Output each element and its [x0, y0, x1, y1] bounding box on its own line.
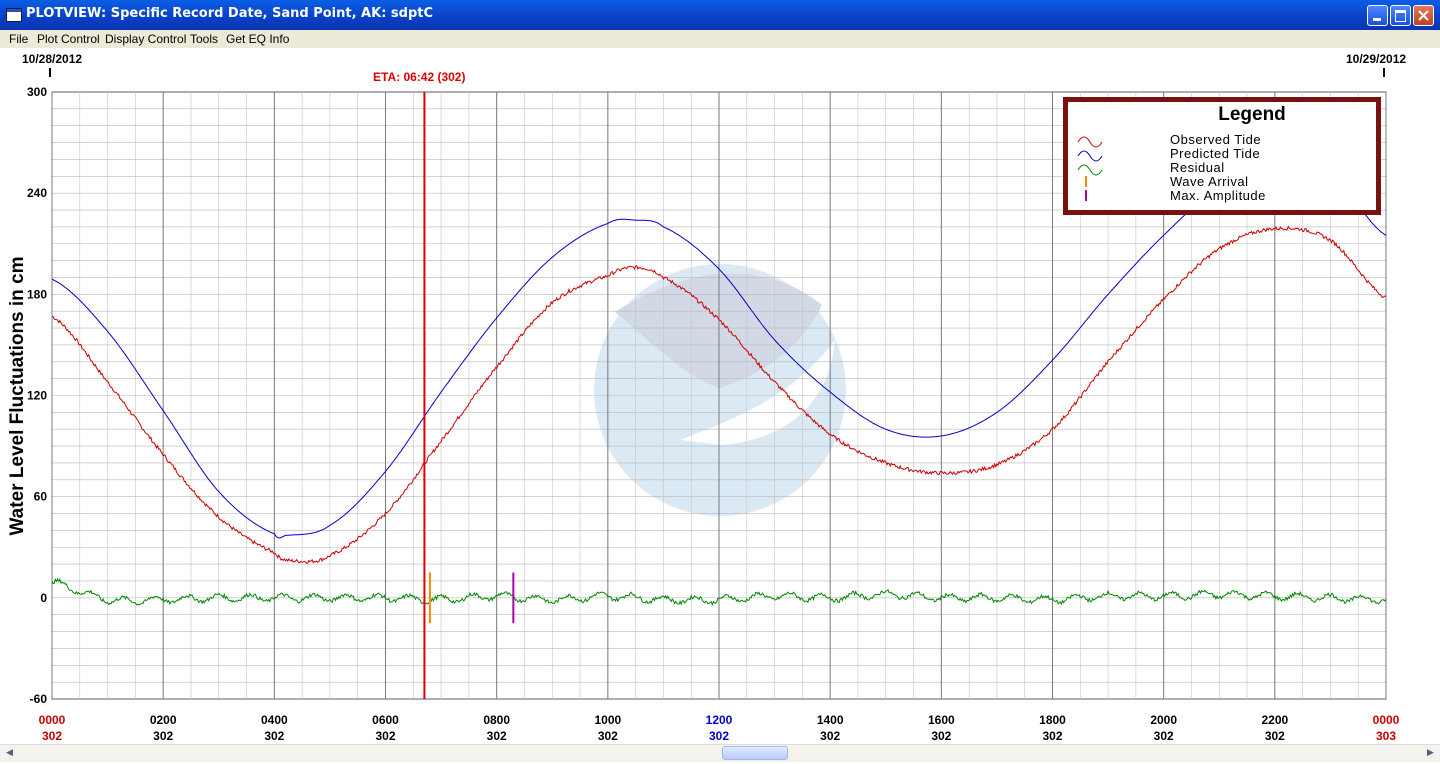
x-tick-day: 302	[375, 729, 395, 743]
x-tick-day: 302	[931, 729, 951, 743]
x-tick-hour: 1600	[928, 713, 955, 727]
legend-item-label: Max. Amplitude	[1170, 188, 1266, 203]
menu-file[interactable]: File	[9, 32, 29, 46]
x-tick-hour: 1000	[594, 713, 621, 727]
y-tick-label: 240	[27, 186, 47, 200]
x-tick-hour: 2200	[1261, 713, 1288, 727]
x-tick-hour: 0800	[483, 713, 510, 727]
x-tick-day: 302	[264, 729, 284, 743]
legend-item-label: Observed Tide	[1170, 132, 1261, 147]
window-titlebar: PLOTVIEW: Specific Record Date, Sand Poi…	[0, 0, 1440, 30]
legend-title: Legend	[1218, 104, 1286, 125]
x-tick-hour: 1800	[1039, 713, 1066, 727]
horizontal-scrollbar[interactable]: ◀ ▶	[0, 744, 1440, 762]
legend-wave-icon	[1077, 164, 1103, 176]
scroll-left-icon[interactable]: ◀	[6, 748, 13, 758]
window-title: PLOTVIEW: Specific Record Date, Sand Poi…	[26, 6, 434, 21]
x-tick-day: 302	[1265, 729, 1285, 743]
close-button[interactable]	[1413, 5, 1434, 26]
x-tick-day: 302	[487, 729, 507, 743]
y-axis: 300 240 180 120 60 0 -60	[27, 85, 47, 706]
menu-get-eq-info[interactable]: Get EQ Info	[226, 32, 290, 46]
y-tick-label: -60	[30, 692, 48, 706]
start-date-tick	[49, 68, 51, 77]
x-tick-day: 302	[598, 729, 618, 743]
x-tick-hour: 0200	[150, 713, 177, 727]
scroll-right-icon[interactable]: ▶	[1427, 748, 1434, 758]
x-tick-hour: 0000	[39, 713, 66, 727]
y-tick-label: 180	[27, 287, 47, 301]
x-tick-day: 302	[153, 729, 173, 743]
x-tick-day: 302	[1042, 729, 1062, 743]
minimize-icon	[1373, 18, 1381, 21]
menu-plot-control[interactable]: Plot Control	[37, 32, 100, 46]
eta-label: ETA: 06:42 (302)	[373, 70, 466, 84]
menu-bar: File Plot Control Display Control Tools …	[0, 30, 1440, 48]
x-tick-hour: 0400	[261, 713, 288, 727]
menu-tools[interactable]: Tools	[190, 32, 219, 46]
y-tick-label: 60	[34, 490, 48, 504]
series-residual	[51, 578, 1387, 607]
x-tick-day: 302	[709, 729, 729, 743]
legend-wave-icon	[1077, 150, 1103, 162]
x-tick-day: 302	[1154, 729, 1174, 743]
x-tick-hour: 0000	[1373, 713, 1400, 727]
y-tick-label: 300	[27, 85, 47, 99]
legend-item-label: Predicted Tide	[1170, 146, 1260, 161]
scroll-thumb[interactable]	[722, 746, 788, 760]
x-tick-hour: 1400	[817, 713, 844, 727]
legend-wave-icon	[1077, 136, 1103, 148]
x-tick-hour: 2000	[1150, 713, 1177, 727]
menu-display-control[interactable]: Display Control	[105, 32, 187, 46]
start-date-label: 10/28/2012	[22, 52, 83, 66]
legend-item-label: Wave Arrival	[1170, 174, 1248, 189]
end-date-tick	[1383, 68, 1385, 77]
maximize-icon	[1395, 10, 1406, 22]
close-icon	[1418, 10, 1429, 21]
x-tick-hour: 0600	[372, 713, 399, 727]
y-tick-label: 120	[27, 389, 47, 403]
end-date-label: 10/29/2012	[1346, 52, 1407, 66]
series-observed-tide	[51, 225, 1387, 564]
noaa-watermark	[594, 264, 846, 516]
x-tick-day: 302	[42, 729, 62, 743]
series-predicted-tide	[51, 159, 1387, 539]
legend-item-label: Residual	[1170, 160, 1225, 175]
series-group	[51, 159, 1387, 607]
x-tick-day: 302	[820, 729, 840, 743]
app-icon	[6, 8, 22, 22]
minimize-button[interactable]	[1367, 5, 1388, 26]
x-tick-day: 303	[1376, 729, 1396, 743]
maximize-button[interactable]	[1390, 5, 1411, 26]
x-axis: 0000 302 0200 302 0400 302 0600 302 0800 302 1000 3…	[39, 713, 1400, 743]
x-tick-hour: 1200	[706, 713, 733, 727]
y-tick-label: 0	[40, 591, 47, 605]
